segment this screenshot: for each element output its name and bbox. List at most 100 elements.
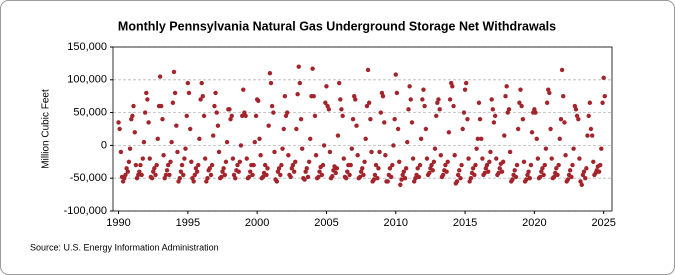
data-point (170, 100, 176, 105)
data-point (602, 94, 607, 99)
data-point (394, 90, 400, 96)
data-point (304, 166, 309, 171)
data-point (544, 100, 550, 105)
data-point (497, 166, 502, 171)
data-point (355, 153, 360, 158)
data-point (446, 130, 452, 135)
data-point (168, 159, 173, 164)
data-point (490, 107, 495, 112)
data-point (230, 156, 236, 161)
data-point (330, 174, 335, 179)
data-point (266, 123, 271, 128)
data-point (313, 153, 319, 158)
data-point (570, 162, 575, 168)
data-point (579, 182, 584, 187)
data-point (496, 170, 501, 176)
data-point (298, 116, 304, 122)
data-point (291, 169, 297, 174)
data-point (257, 136, 262, 142)
data-point (316, 174, 321, 180)
data-point (420, 97, 425, 102)
data-point (163, 172, 169, 178)
data-point (482, 170, 487, 176)
data-point (142, 110, 148, 115)
data-point (117, 126, 122, 132)
data-point (238, 143, 244, 148)
data-point (375, 176, 380, 181)
data-point (440, 172, 446, 178)
data-point (567, 168, 573, 173)
data-point (549, 156, 554, 161)
data-point (432, 146, 438, 151)
data-point (140, 156, 146, 161)
data-point (133, 162, 139, 168)
x-tick-label: 2020 (522, 217, 546, 229)
data-point (153, 172, 158, 178)
data-point (476, 100, 482, 105)
data-point (558, 116, 564, 122)
y-tick-label: 150,000 (67, 41, 107, 53)
data-point (205, 176, 210, 181)
x-tick-label: 2000 (245, 217, 269, 229)
data-point (219, 174, 224, 180)
data-point (152, 166, 157, 171)
data-point (473, 162, 478, 168)
data-point (212, 103, 217, 109)
data-point (474, 146, 479, 151)
data-point (402, 176, 408, 181)
data-point (262, 162, 268, 168)
data-point (199, 80, 204, 86)
data-point (222, 172, 228, 178)
data-point (373, 162, 379, 168)
data-point (569, 174, 574, 180)
data-point (317, 169, 322, 174)
data-point (415, 166, 420, 171)
data-point (486, 169, 491, 174)
data-point (177, 176, 183, 181)
data-point (407, 84, 412, 89)
data-point (223, 159, 229, 164)
data-point (184, 113, 189, 119)
data-point (146, 120, 151, 125)
data-point (596, 169, 602, 174)
data-point (519, 103, 524, 109)
data-point (268, 80, 274, 86)
data-point (354, 123, 359, 128)
data-point (348, 162, 353, 168)
data-point (256, 98, 261, 103)
data-point (601, 75, 606, 81)
data-point (507, 149, 513, 155)
data-point (285, 110, 290, 115)
data-point (258, 153, 263, 158)
data-point (271, 110, 276, 115)
data-point (194, 169, 200, 174)
data-point (171, 69, 177, 75)
x-tick-label: 1990 (106, 217, 130, 229)
data-point (294, 126, 299, 132)
data-point (308, 136, 313, 142)
data-point (571, 146, 576, 151)
data-point (244, 156, 249, 161)
data-point (417, 162, 423, 168)
data-point (528, 162, 534, 168)
data-point (186, 90, 192, 96)
data-point (556, 162, 561, 168)
data-point (211, 133, 216, 138)
data-point (364, 103, 370, 109)
data-point (127, 146, 133, 151)
data-point (518, 87, 523, 92)
data-point (472, 172, 477, 178)
data-point (517, 100, 522, 105)
data-point (337, 80, 342, 86)
data-point (438, 153, 444, 158)
data-point (561, 94, 566, 99)
data-point (600, 100, 605, 105)
data-point (191, 179, 196, 184)
data-point (207, 166, 212, 171)
data-point (586, 113, 591, 119)
data-point (161, 153, 166, 158)
data-point (327, 149, 333, 155)
x-tick-label: 1995 (176, 217, 200, 229)
data-point (125, 169, 131, 174)
data-point (542, 162, 547, 168)
